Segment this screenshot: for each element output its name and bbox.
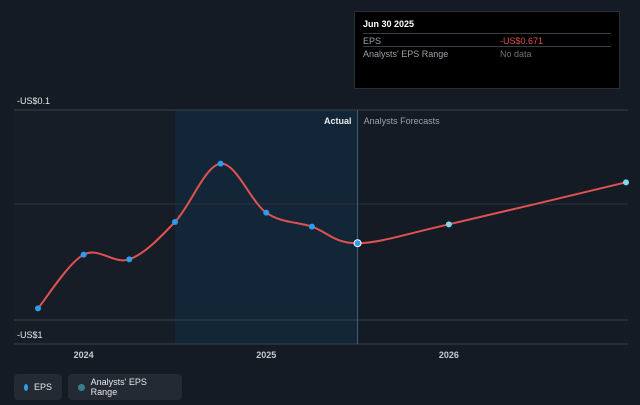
tooltip: Jun 30 2025 EPS -US$0.671 Analysts' EPS …: [354, 11, 620, 89]
eps-data-point[interactable]: [35, 305, 41, 312]
eps-data-point[interactable]: [80, 251, 87, 258]
eps-data-point[interactable]: [263, 209, 270, 216]
eps-data-point[interactable]: [623, 179, 629, 186]
legend-range-dot-icon: [78, 383, 85, 391]
legend-eps-dot-icon: [24, 383, 28, 391]
tooltip-date: Jun 30 2025: [363, 19, 415, 29]
legend-range-label: Analysts' EPS Range: [90, 377, 147, 397]
actual-label: Actual: [324, 116, 352, 126]
eps-data-point[interactable]: [445, 221, 452, 228]
recent-highlight: [174, 110, 358, 344]
tooltip-range-row: Analysts' EPS Range No data: [363, 46, 611, 60]
eps-data-point[interactable]: [126, 256, 133, 263]
tooltip-eps-value: -US$0.671: [500, 36, 544, 46]
legend-eps-label: EPS: [33, 382, 52, 392]
legend-range[interactable]: Analysts' EPS Range: [68, 374, 182, 400]
y-label-bottom: -US$1: [17, 330, 43, 340]
eps-data-point[interactable]: [171, 219, 178, 225]
tooltip-range-value: No data: [500, 49, 532, 59]
x-tick-label-2025: 2025: [256, 350, 276, 360]
forecast-label: Analysts Forecasts: [364, 116, 441, 126]
tooltip-eps-label: EPS: [363, 36, 382, 46]
eps-data-point[interactable]: [353, 239, 362, 248]
tooltip-range-label: Analysts' EPS Range: [363, 49, 449, 59]
x-tick-label-2026: 2026: [439, 350, 459, 360]
tooltip-eps-row: EPS -US$0.671: [363, 33, 611, 47]
y-label-top: -US$0.1: [17, 96, 50, 106]
legend-eps[interactable]: EPS: [14, 374, 62, 400]
eps-data-point[interactable]: [217, 160, 224, 167]
x-tick-label-2024: 2024: [74, 350, 94, 360]
eps-data-point[interactable]: [308, 223, 315, 230]
